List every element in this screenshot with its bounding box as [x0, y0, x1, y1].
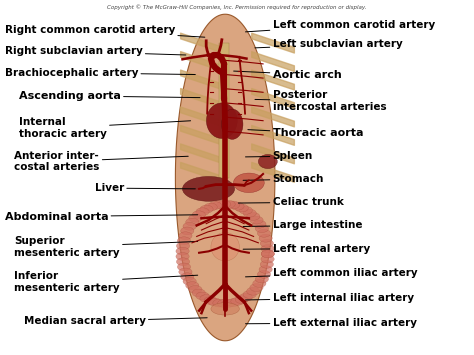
Ellipse shape — [246, 287, 260, 295]
Ellipse shape — [227, 299, 240, 307]
Text: Posterior
intercostal arteries: Posterior intercostal arteries — [255, 91, 386, 112]
Ellipse shape — [227, 201, 240, 209]
Ellipse shape — [261, 245, 274, 252]
Ellipse shape — [196, 292, 209, 300]
Text: Aortic arch: Aortic arch — [234, 70, 341, 80]
Ellipse shape — [261, 250, 274, 258]
Ellipse shape — [204, 203, 217, 211]
Ellipse shape — [253, 279, 266, 287]
Ellipse shape — [259, 266, 272, 273]
Ellipse shape — [257, 271, 271, 278]
Ellipse shape — [222, 200, 235, 208]
Ellipse shape — [177, 237, 191, 245]
Ellipse shape — [186, 282, 199, 289]
Ellipse shape — [209, 298, 222, 306]
Ellipse shape — [200, 295, 213, 302]
Ellipse shape — [207, 103, 237, 138]
Text: Left subclavian artery: Left subclavian artery — [255, 39, 402, 49]
Text: Brachiocephalic artery: Brachiocephalic artery — [5, 68, 195, 78]
Ellipse shape — [260, 261, 273, 268]
Text: Inferior
mesenteric artery: Inferior mesenteric artery — [14, 272, 198, 293]
Ellipse shape — [176, 242, 190, 250]
Ellipse shape — [211, 233, 239, 261]
Ellipse shape — [261, 250, 274, 258]
Ellipse shape — [176, 252, 189, 260]
Text: Ascending aorta: Ascending aorta — [19, 91, 200, 101]
Text: Right common carotid artery: Right common carotid artery — [5, 25, 205, 37]
Ellipse shape — [259, 234, 272, 242]
Text: Large intestine: Large intestine — [243, 220, 362, 230]
Ellipse shape — [258, 154, 277, 169]
Ellipse shape — [192, 211, 205, 219]
Ellipse shape — [189, 285, 202, 293]
Ellipse shape — [260, 239, 273, 247]
Ellipse shape — [183, 277, 196, 285]
Text: Left common carotid artery: Left common carotid artery — [246, 20, 435, 32]
Ellipse shape — [221, 109, 243, 139]
Ellipse shape — [182, 176, 235, 201]
Polygon shape — [175, 14, 275, 341]
Ellipse shape — [235, 296, 248, 304]
Ellipse shape — [192, 289, 205, 297]
Text: Celiac trunk: Celiac trunk — [238, 197, 344, 207]
Ellipse shape — [209, 202, 222, 209]
Ellipse shape — [231, 202, 244, 210]
Ellipse shape — [213, 299, 226, 307]
Ellipse shape — [233, 173, 264, 192]
Ellipse shape — [250, 216, 263, 224]
Text: Superior
mesenteric artery: Superior mesenteric artery — [14, 236, 198, 257]
Ellipse shape — [255, 275, 269, 283]
Ellipse shape — [204, 297, 217, 305]
Text: Right subclavian artery: Right subclavian artery — [5, 47, 186, 56]
Ellipse shape — [181, 273, 194, 281]
Text: Left internal iliac artery: Left internal iliac artery — [246, 293, 414, 303]
Ellipse shape — [235, 204, 248, 212]
Ellipse shape — [218, 200, 231, 208]
Bar — [219, 43, 229, 178]
Text: Median sacral artery: Median sacral artery — [24, 316, 207, 326]
Ellipse shape — [246, 213, 260, 220]
Text: Thoracic aorta: Thoracic aorta — [248, 128, 363, 138]
Ellipse shape — [222, 300, 235, 307]
Ellipse shape — [261, 255, 274, 263]
Ellipse shape — [255, 225, 269, 233]
Ellipse shape — [250, 284, 263, 291]
Ellipse shape — [176, 247, 189, 255]
Ellipse shape — [239, 293, 253, 301]
Text: Left common iliac artery: Left common iliac artery — [246, 268, 417, 278]
Text: Stomach: Stomach — [243, 174, 324, 184]
Ellipse shape — [257, 229, 271, 237]
Ellipse shape — [179, 232, 192, 240]
Text: Copyright © The McGraw-Hill Companies, Inc. Permission required for reproduction: Copyright © The McGraw-Hill Companies, I… — [107, 4, 367, 10]
Ellipse shape — [179, 268, 192, 276]
Ellipse shape — [213, 201, 226, 208]
Ellipse shape — [189, 214, 202, 222]
Ellipse shape — [200, 205, 213, 213]
Text: Liver: Liver — [95, 183, 195, 193]
Text: Anterior inter-
costal arteries: Anterior inter- costal arteries — [14, 151, 188, 172]
Ellipse shape — [231, 297, 244, 305]
Ellipse shape — [181, 227, 194, 235]
Ellipse shape — [196, 208, 209, 215]
Ellipse shape — [243, 291, 256, 299]
Ellipse shape — [176, 258, 190, 266]
Ellipse shape — [253, 220, 266, 228]
Ellipse shape — [211, 302, 239, 315]
Ellipse shape — [183, 223, 196, 230]
Text: Left external iliac artery: Left external iliac artery — [246, 318, 417, 328]
Text: Spleen: Spleen — [246, 151, 313, 161]
Text: Abdominal aorta: Abdominal aorta — [5, 212, 198, 222]
Text: Internal
thoracic artery: Internal thoracic artery — [19, 117, 191, 138]
Text: Left renal artery: Left renal artery — [243, 244, 370, 253]
Ellipse shape — [218, 300, 231, 307]
Ellipse shape — [177, 263, 191, 271]
Ellipse shape — [239, 207, 253, 214]
Ellipse shape — [186, 218, 199, 226]
Ellipse shape — [243, 209, 256, 217]
